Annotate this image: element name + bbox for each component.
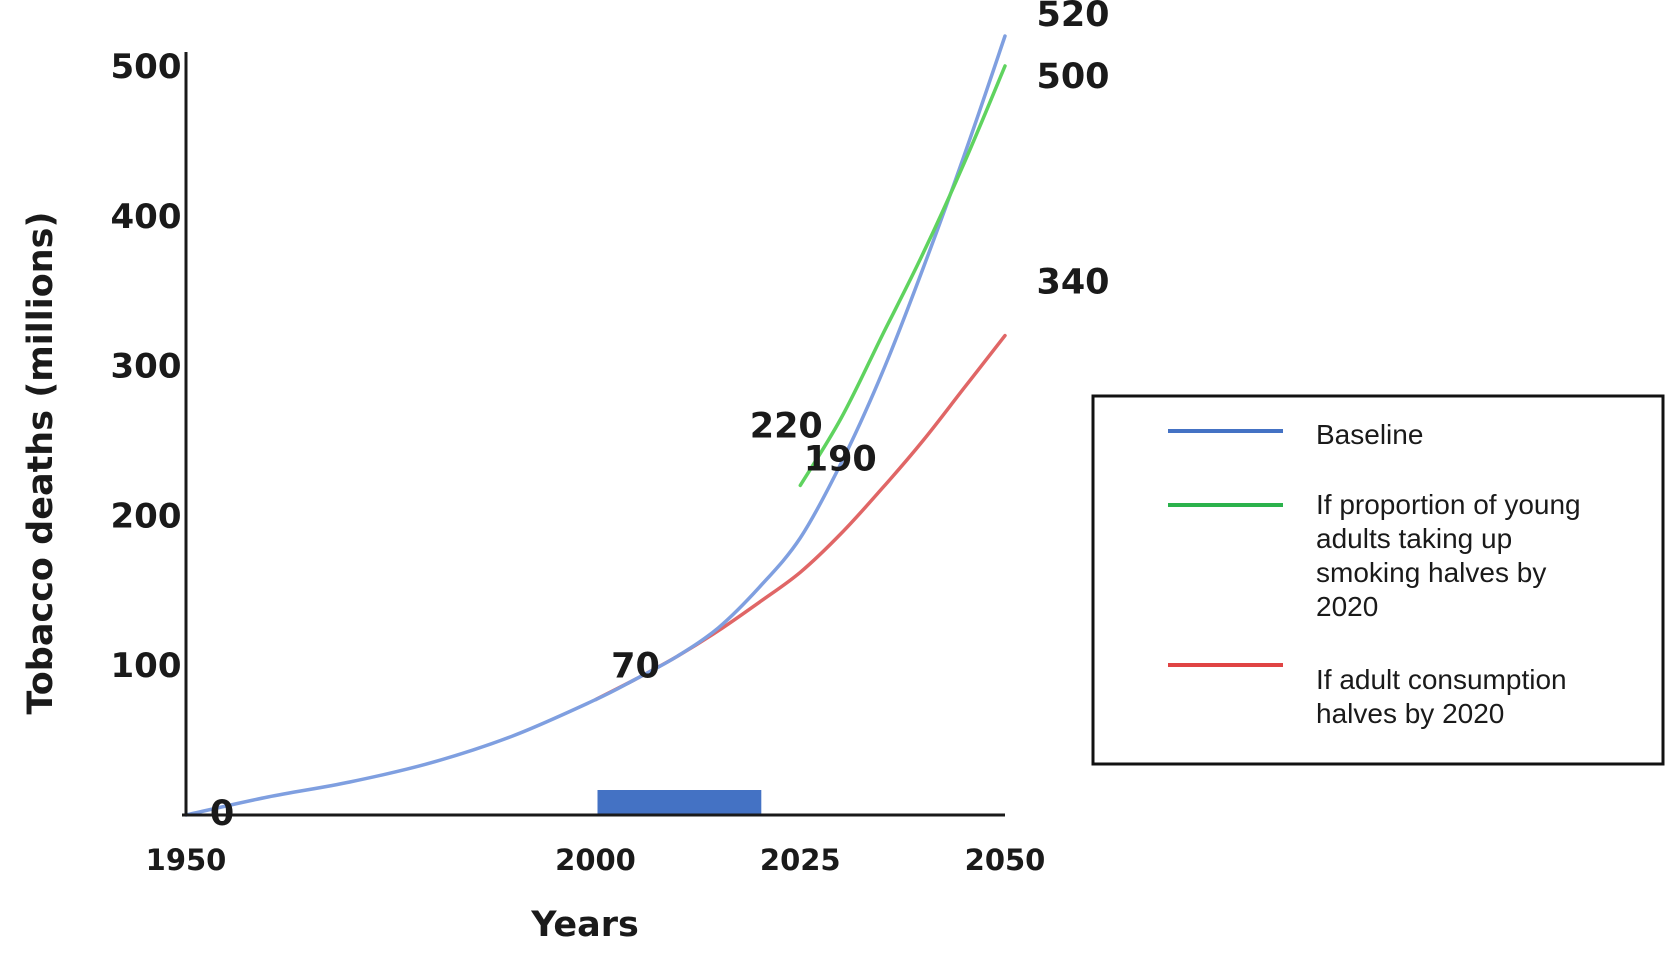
data-label: 220: [750, 406, 823, 446]
data-label: 0: [210, 794, 234, 834]
y-tick-label: 100: [111, 646, 182, 686]
y-tick-label: 200: [111, 496, 182, 536]
x-tick-label: 2025: [760, 843, 841, 877]
x-axis-title: Years: [530, 905, 639, 945]
legend-label-baseline: Baseline: [1316, 419, 1423, 450]
data-label: 500: [1036, 57, 1109, 97]
period-highlight-bar: [597, 790, 762, 815]
series-line-adult-consumption: [593, 333, 1007, 702]
x-tick-label: 2050: [965, 843, 1046, 877]
data-label: 190: [804, 439, 877, 479]
data-label: 340: [1036, 263, 1109, 303]
y-tick-label: 300: [111, 347, 182, 387]
legend-box: [1091, 394, 1665, 766]
legend-label-young-adults: If proportion of young adults taking up …: [1316, 489, 1588, 622]
data-label: 70: [611, 647, 660, 687]
y-tick-label: 400: [111, 197, 182, 237]
series-line-young-adults: [798, 64, 1007, 488]
data-label: 520: [1036, 0, 1109, 35]
legend-label-adult-consumption: If adult consumption halves by 2020: [1316, 664, 1574, 729]
y-axis-title: Tobacco deaths (millions): [21, 212, 61, 715]
series-line-baseline: [184, 34, 1007, 817]
y-tick-label: 500: [111, 47, 182, 87]
x-tick-label: 1950: [146, 843, 227, 877]
legend: Baseline If proportion of young adults t…: [1091, 394, 1665, 766]
x-tick-label: 2000: [555, 843, 636, 877]
